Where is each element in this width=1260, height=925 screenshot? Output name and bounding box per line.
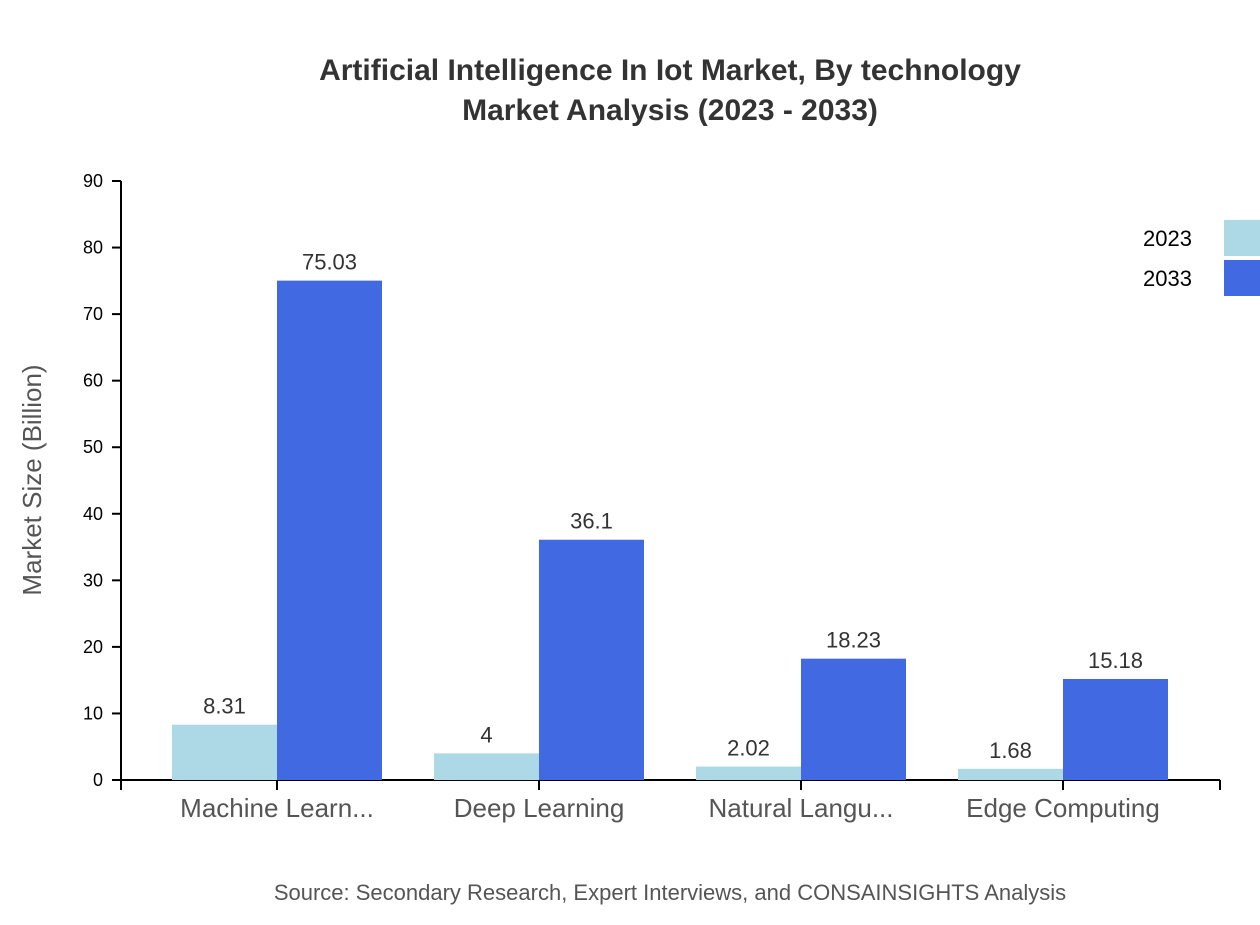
y-tick-label: 40 [83, 504, 103, 524]
data-label: 36.1 [570, 509, 613, 534]
bar-2033 [1063, 678, 1168, 780]
bar-2033 [801, 658, 906, 780]
bar-2023 [958, 768, 1063, 780]
y-tick-label: 50 [83, 437, 103, 457]
legend: 2023 2033 [1143, 220, 1260, 296]
y-tick-label: 20 [83, 637, 103, 657]
x-tick-label: Natural Langu... [708, 793, 893, 823]
y-tick-label: 0 [93, 770, 103, 790]
y-axis: 0 10 20 30 40 50 60 70 80 90 [83, 171, 122, 790]
legend-swatch [1224, 220, 1260, 256]
chart-title: Artificial Intelligence In Iot Market, B… [319, 54, 1021, 87]
y-tick-label: 70 [83, 304, 103, 324]
bar-2023 [172, 724, 277, 780]
data-label: 75.03 [302, 250, 357, 275]
data-label: 8.31 [203, 694, 246, 719]
y-tick-label: 80 [83, 238, 103, 258]
legend-label: 2023 [1143, 226, 1192, 251]
data-label: 15.18 [1088, 648, 1143, 673]
y-axis-label: Market Size (Billion) [17, 364, 47, 595]
bar-2023 [434, 753, 539, 780]
y-tick-label: 90 [83, 171, 103, 191]
x-axis: Machine Learn... Deep Learning Natural Lan… [120, 779, 1221, 823]
y-tick-label: 30 [83, 570, 103, 590]
y-tick-label: 10 [83, 703, 103, 723]
bars: 8.31 75.03 4 36.1 2.02 18.23 1.68 15.18 [172, 250, 1168, 780]
x-tick-label: Edge Computing [966, 793, 1160, 823]
data-label: 18.23 [826, 628, 881, 653]
data-label: 1.68 [989, 738, 1032, 763]
y-tick-label: 60 [83, 371, 103, 391]
legend-label: 2033 [1143, 266, 1192, 291]
source-note: Source: Secondary Research, Expert Inter… [274, 880, 1066, 905]
chart-subtitle: Market Analysis (2023 - 2033) [462, 94, 878, 127]
bar-2033 [277, 280, 382, 780]
data-label: 2.02 [727, 736, 770, 761]
bar-2023 [696, 766, 801, 780]
data-label: 4 [480, 722, 492, 747]
x-tick-label: Deep Learning [454, 793, 625, 823]
legend-swatch [1224, 260, 1260, 296]
bar-2033 [539, 539, 644, 780]
x-tick-label: Machine Learn... [180, 793, 374, 823]
